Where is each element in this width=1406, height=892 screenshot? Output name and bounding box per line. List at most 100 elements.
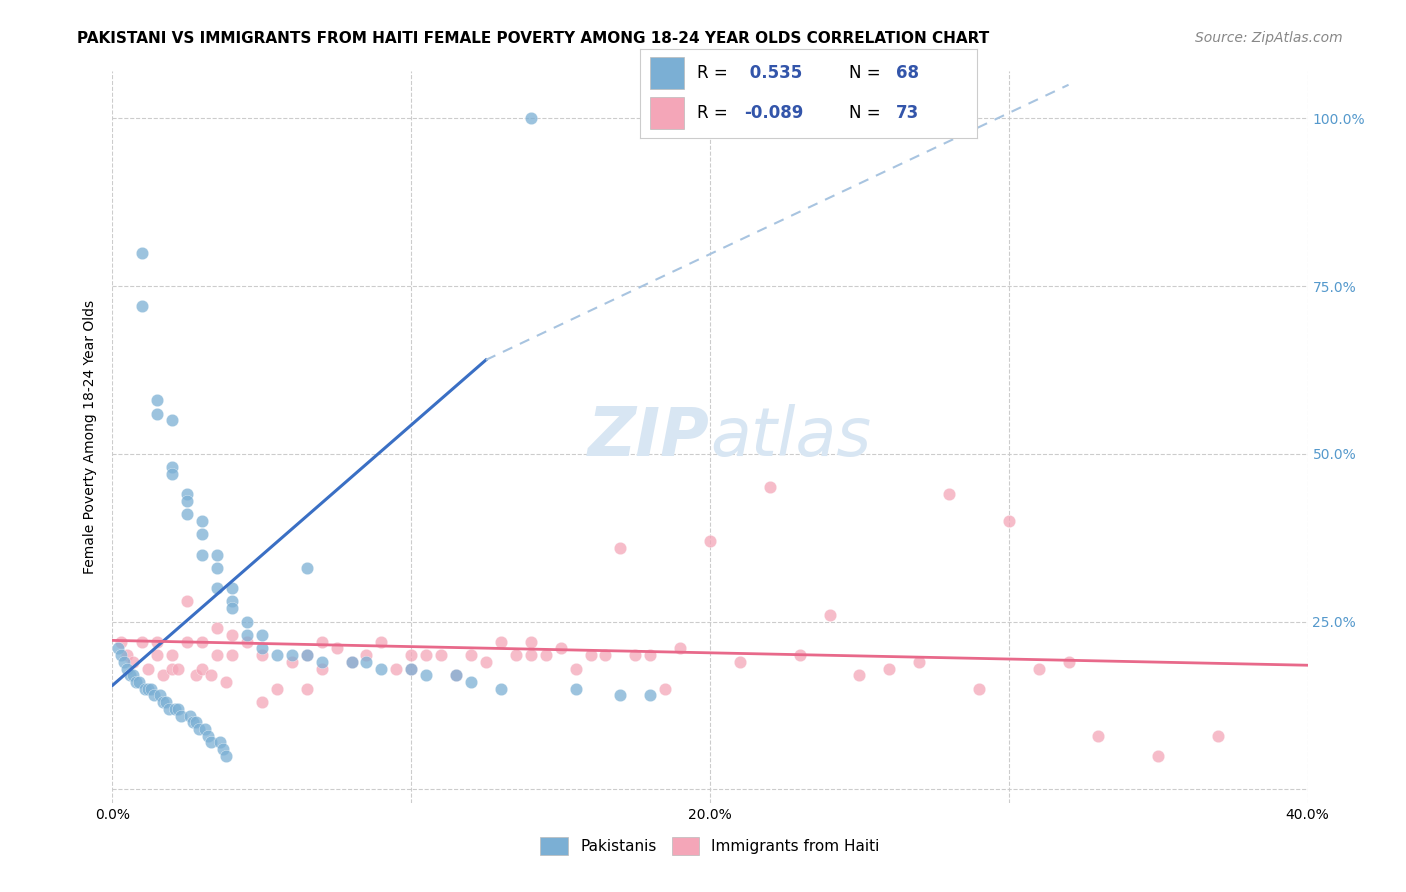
Point	[356, 655, 378, 669]
Point	[162, 460, 183, 475]
Point	[205, 621, 228, 635]
Point	[759, 480, 782, 494]
Point	[415, 648, 437, 662]
Text: R =: R =	[697, 64, 728, 82]
Point	[141, 681, 163, 696]
Point	[295, 681, 318, 696]
Point	[401, 662, 423, 676]
Text: -0.089: -0.089	[744, 104, 804, 122]
Point	[138, 662, 160, 676]
Point	[215, 675, 238, 690]
Point	[176, 594, 198, 608]
Point	[117, 648, 139, 662]
Point	[131, 299, 153, 313]
Text: atlas: atlas	[710, 404, 872, 470]
Point	[209, 735, 232, 749]
Point	[191, 514, 214, 528]
Point	[221, 601, 243, 615]
Point	[236, 628, 259, 642]
Point	[848, 668, 870, 682]
Point	[170, 708, 193, 723]
Point	[295, 648, 318, 662]
Point	[444, 668, 467, 682]
Point	[295, 561, 318, 575]
Point	[460, 675, 482, 690]
Point	[143, 689, 166, 703]
Point	[152, 668, 174, 682]
Point	[110, 648, 132, 662]
Point	[205, 561, 228, 575]
Point	[340, 655, 363, 669]
Point	[564, 662, 586, 676]
Point	[1087, 729, 1109, 743]
Point	[149, 689, 172, 703]
Point	[200, 668, 222, 682]
Point	[179, 708, 201, 723]
Point	[191, 527, 214, 541]
Point	[162, 662, 183, 676]
Point	[236, 615, 259, 629]
Point	[117, 662, 139, 676]
Point	[194, 722, 217, 736]
Point	[908, 655, 931, 669]
Legend: Pakistanis, Immigrants from Haiti: Pakistanis, Immigrants from Haiti	[534, 831, 886, 861]
Point	[1206, 729, 1229, 743]
Point	[122, 668, 145, 682]
Point	[162, 413, 183, 427]
Point	[146, 648, 169, 662]
Point	[325, 641, 347, 656]
Point	[146, 393, 169, 408]
Point	[197, 729, 219, 743]
Point	[250, 695, 273, 709]
Text: PAKISTANI VS IMMIGRANTS FROM HAITI FEMALE POVERTY AMONG 18-24 YEAR OLDS CORRELAT: PAKISTANI VS IMMIGRANTS FROM HAITI FEMAL…	[77, 31, 990, 46]
Point	[640, 648, 662, 662]
Point	[520, 648, 543, 662]
Y-axis label: Female Poverty Among 18-24 Year Olds: Female Poverty Among 18-24 Year Olds	[83, 300, 97, 574]
Point	[250, 641, 273, 656]
Point	[205, 548, 228, 562]
Point	[250, 628, 273, 642]
Point	[138, 681, 160, 696]
Point	[186, 715, 208, 730]
Point	[879, 662, 901, 676]
Point	[489, 681, 512, 696]
Text: 73: 73	[896, 104, 920, 122]
Point	[134, 681, 156, 696]
Point	[155, 695, 177, 709]
Point	[520, 112, 543, 126]
Point	[186, 668, 208, 682]
Point	[110, 634, 132, 648]
Point	[205, 648, 228, 662]
Point	[728, 655, 751, 669]
Point	[131, 245, 153, 260]
Point	[818, 607, 841, 622]
Point	[624, 648, 647, 662]
Point	[176, 487, 198, 501]
Point	[152, 695, 174, 709]
Text: Source: ZipAtlas.com: Source: ZipAtlas.com	[1195, 31, 1343, 45]
Point	[579, 648, 602, 662]
Point	[191, 634, 214, 648]
Point	[146, 407, 169, 421]
Point	[221, 648, 243, 662]
Point	[146, 634, 169, 648]
Text: 68: 68	[896, 64, 920, 82]
Point	[401, 648, 423, 662]
Point	[430, 648, 453, 662]
Point	[534, 648, 557, 662]
Point	[385, 662, 408, 676]
Point	[356, 648, 378, 662]
Point	[595, 648, 617, 662]
Point	[200, 735, 222, 749]
Point	[789, 648, 811, 662]
Text: ZIP: ZIP	[588, 404, 710, 470]
Point	[125, 675, 148, 690]
Point	[131, 634, 153, 648]
Point	[654, 681, 676, 696]
Point	[205, 581, 228, 595]
Point	[489, 634, 512, 648]
Text: N =: N =	[849, 64, 880, 82]
Point	[1147, 748, 1170, 763]
Point	[212, 742, 235, 756]
Point	[120, 668, 142, 682]
